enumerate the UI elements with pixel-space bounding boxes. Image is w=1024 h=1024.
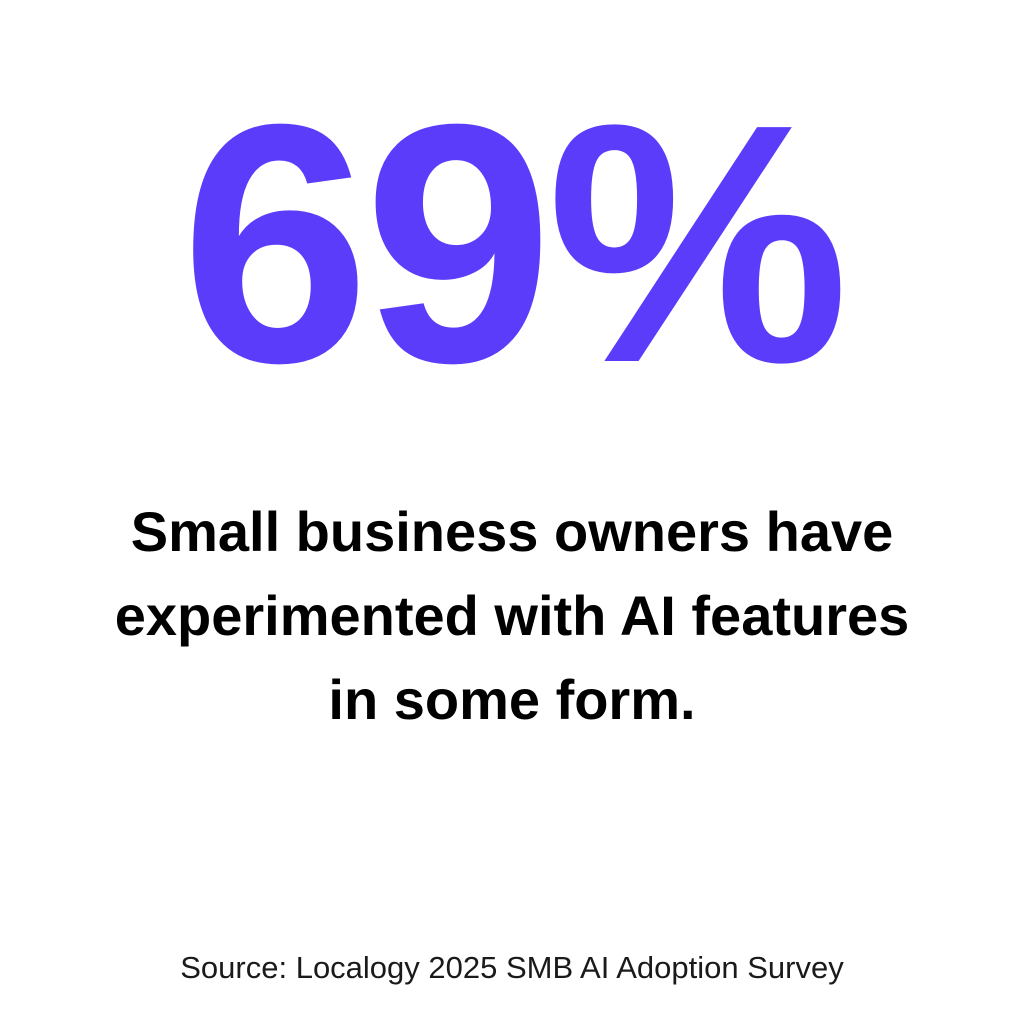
stat-value: 69%: [180, 54, 850, 434]
stat-description: Small business owners have experimented …: [114, 500, 910, 731]
source-citation: Source: Localogy 2025 SMB AI Adoption Su…: [180, 950, 844, 985]
